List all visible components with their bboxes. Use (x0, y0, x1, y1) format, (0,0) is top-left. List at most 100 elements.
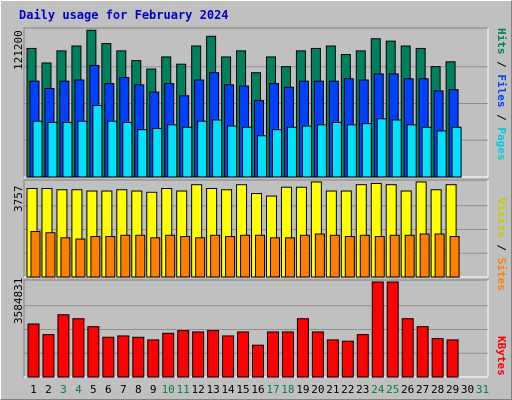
bar-kbytes-day-25 (386, 281, 399, 378)
bar-kbytes-day-9 (147, 339, 160, 378)
bar-pages-day-28 (436, 130, 447, 178)
bar-kbytes-day-18 (281, 331, 294, 378)
bar-kbytes-day-7 (117, 335, 130, 378)
bar-pages-day-5 (92, 104, 103, 178)
bar-pages-day-1 (32, 120, 43, 178)
x-tick-label-9: 9 (150, 383, 157, 396)
bar-sites-day-8 (135, 234, 146, 278)
bar-pages-day-3 (62, 121, 73, 178)
bar-kbytes-day-29 (446, 339, 459, 378)
bar-pages-day-9 (152, 127, 163, 178)
bar-pages-day-2 (47, 121, 58, 178)
bar-sites-day-17 (269, 237, 280, 278)
bar-sites-day-11 (180, 236, 191, 278)
bar-kbytes-day-15 (237, 331, 250, 378)
bar-pages-day-24 (376, 118, 387, 178)
x-tick-label-29: 29 (446, 383, 459, 396)
x-tick-label-14: 14 (221, 383, 235, 396)
bar-kbytes-day-24 (371, 281, 384, 378)
bar-kbytes-day-17 (266, 331, 279, 378)
bar-sites-day-19 (299, 234, 310, 278)
bar-pages-day-15 (242, 126, 253, 178)
bar-kbytes-day-27 (416, 326, 429, 378)
bar-sites-day-22 (344, 236, 355, 278)
bar-pages-day-6 (107, 120, 118, 178)
bar-pages-day-19 (301, 125, 312, 178)
bar-pages-day-17 (271, 129, 282, 178)
x-tick-label-15: 15 (236, 383, 249, 396)
x-tick-label-28: 28 (431, 383, 444, 396)
bar-sites-day-5 (90, 236, 101, 278)
x-tick-label-19: 19 (296, 383, 309, 396)
x-tick-label-27: 27 (416, 383, 429, 396)
bar-sites-day-27 (419, 233, 430, 278)
x-tick-label-25: 25 (386, 383, 399, 396)
bar-sites-day-13 (210, 234, 221, 278)
bar-sites-day-1 (30, 230, 41, 278)
bar-sites-day-29 (449, 236, 460, 278)
bar-sites-day-23 (359, 234, 370, 278)
bar-pages-day-12 (197, 120, 208, 178)
x-tick-label-3: 3 (60, 383, 67, 396)
bar-pages-day-18 (286, 126, 297, 178)
bar-kbytes-day-6 (102, 336, 115, 378)
bar-kbytes-day-23 (356, 334, 369, 378)
x-tick-label-8: 8 (135, 383, 142, 396)
bar-pages-day-13 (212, 119, 223, 178)
bar-kbytes-day-12 (192, 331, 205, 378)
bar-kbytes-day-13 (207, 330, 220, 378)
bar-pages-day-16 (257, 135, 268, 178)
x-tick-label-11: 11 (177, 383, 190, 396)
bar-pages-day-26 (406, 124, 417, 178)
bar-kbytes-day-8 (132, 336, 145, 378)
bar-sites-day-12 (195, 237, 206, 278)
bar-kbytes-day-2 (42, 334, 55, 378)
x-tick-label-22: 22 (341, 383, 354, 396)
x-tick-label-30: 30 (461, 383, 474, 396)
bar-kbytes-day-4 (72, 318, 85, 378)
bar-kbytes-day-26 (401, 318, 414, 378)
bar-sites-day-3 (60, 237, 71, 278)
x-tick-label-24: 24 (371, 383, 385, 396)
x-tick-label-10: 10 (162, 383, 175, 396)
x-tick-label-31: 31 (476, 383, 489, 396)
x-tick-label-12: 12 (192, 383, 205, 396)
x-tick-label-2: 2 (45, 383, 52, 396)
bar-sites-day-2 (45, 232, 56, 278)
chart-title: Daily usage for February 2024 (19, 8, 229, 22)
x-tick-label-23: 23 (356, 383, 369, 396)
bar-pages-day-10 (167, 124, 178, 178)
x-tick-label-26: 26 (401, 383, 414, 396)
x-tick-label-21: 21 (326, 383, 339, 396)
bar-kbytes-day-22 (341, 340, 354, 378)
bar-pages-day-23 (361, 123, 372, 178)
bar-pages-day-25 (391, 119, 402, 178)
bar-pages-day-20 (316, 124, 327, 178)
x-tick-label-13: 13 (206, 383, 219, 396)
bar-sites-day-16 (255, 234, 266, 278)
x-tick-label-4: 4 (75, 383, 82, 396)
bar-sites-day-7 (120, 234, 131, 278)
bar-sites-day-26 (404, 234, 415, 278)
bar-sites-day-9 (150, 237, 161, 278)
x-tick-label-1: 1 (30, 383, 37, 396)
bar-kbytes-day-19 (296, 318, 309, 378)
x-tick-label-18: 18 (281, 383, 294, 396)
bar-kbytes-day-21 (326, 339, 339, 378)
bar-pages-day-8 (137, 129, 148, 178)
bar-sites-day-18 (284, 237, 295, 278)
x-tick-label-6: 6 (105, 383, 112, 396)
bar-sites-day-28 (434, 233, 445, 278)
bar-pages-day-4 (77, 120, 88, 178)
x-tick-label-7: 7 (120, 383, 127, 396)
bar-sites-day-15 (240, 234, 251, 278)
bar-pages-day-27 (421, 126, 432, 178)
x-tick-label-17: 17 (266, 383, 279, 396)
bar-pages-day-21 (331, 121, 342, 178)
bar-pages-day-7 (122, 121, 133, 178)
bar-sites-day-10 (165, 234, 176, 278)
x-tick-label-16: 16 (251, 383, 264, 396)
bar-kbytes-day-20 (311, 331, 324, 378)
bar-kbytes-day-10 (162, 332, 175, 378)
